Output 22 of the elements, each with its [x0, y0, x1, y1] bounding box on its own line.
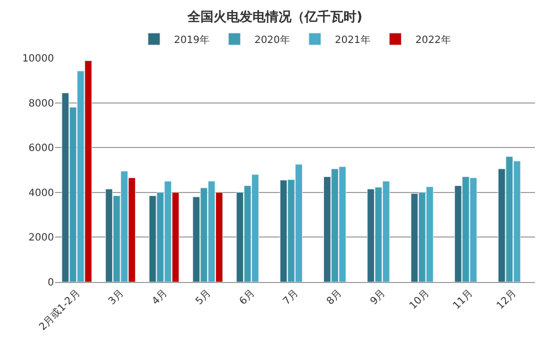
- x-tick-label: 10月: [408, 288, 432, 312]
- y-tick-label: 0: [48, 278, 54, 288]
- y-tick-label: 8000: [28, 98, 54, 110]
- legend-label: 2021年: [334, 34, 370, 46]
- x-tick-label: 11月: [451, 288, 476, 312]
- legend-label: 2020年: [254, 34, 290, 46]
- x-tick-label: 12月: [494, 288, 519, 312]
- x-tick-label: 9月: [368, 288, 388, 308]
- legend-label: 2022年: [415, 34, 451, 46]
- x-tick-label: 7月: [281, 288, 301, 308]
- y-tick-label: 4000: [28, 188, 54, 199]
- chart-title: 全国火电发电情况（亿千瓦时): [186, 9, 362, 26]
- y-tick-label: 10000: [22, 54, 54, 64]
- legend-label: 2019年: [174, 34, 210, 46]
- x-tick-label: 4月: [150, 288, 170, 308]
- y-tick-label: 6000: [28, 143, 54, 154]
- x-tick-label: 5月: [194, 288, 214, 308]
- x-tick-label: 2月或1-2月: [36, 287, 82, 333]
- y-tick-label: 2000: [28, 232, 54, 244]
- x-tick-label: 3月: [106, 288, 126, 308]
- x-tick-label: 6月: [238, 288, 258, 308]
- x-tick-label: 8月: [324, 288, 344, 308]
